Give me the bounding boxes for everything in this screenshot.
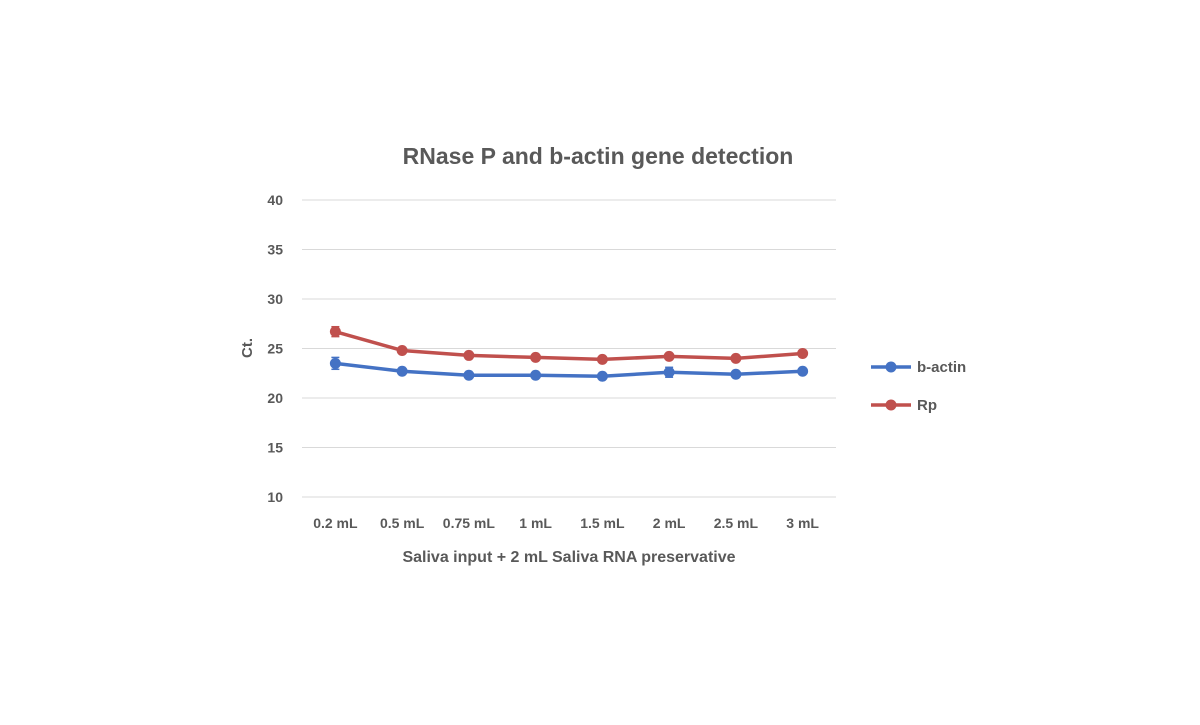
data-point: [663, 350, 675, 362]
data-point: [396, 365, 408, 377]
series-group: [329, 325, 809, 382]
x-tick-label: 1 mL: [519, 515, 552, 531]
legend-swatch-marker: [885, 361, 897, 373]
legend-swatch-marker: [885, 399, 897, 411]
y-tick-label: 35: [267, 242, 283, 258]
data-point: [797, 365, 809, 377]
data-point: [596, 370, 608, 382]
legend-label: b-actin: [917, 359, 966, 376]
legend-item-Rp: Rp: [871, 397, 937, 414]
gridlines: [302, 199, 836, 498]
data-point: [730, 368, 742, 380]
data-point: [530, 351, 542, 363]
x-axis-ticks: 0.2 mL 0.5 mL 0.75 mL 1 mL 1.5 mL 2 mL 2.5 mL 3…: [313, 515, 819, 531]
data-point: [463, 349, 475, 361]
legend: b-actin Rp: [871, 359, 966, 414]
x-tick-label: 0.2 mL: [313, 515, 358, 531]
series-Rp: [329, 325, 809, 365]
y-tick-label: 30: [267, 291, 283, 307]
data-point: [596, 353, 608, 365]
x-tick-label: 2.5 mL: [714, 515, 759, 531]
data-point: [329, 357, 341, 369]
y-tick-label: 20: [267, 390, 283, 406]
series-line: [335, 361, 803, 378]
data-point: [396, 344, 408, 356]
data-point: [329, 326, 341, 338]
x-tick-label: 3 mL: [786, 515, 819, 531]
data-point: [663, 366, 675, 378]
x-tick-label: 2 mL: [653, 515, 686, 531]
chart-title: RNase P and b-actin gene detection: [403, 143, 794, 169]
series-b-actin: [329, 356, 809, 382]
data-point: [530, 369, 542, 381]
legend-label: Rp: [917, 397, 937, 414]
y-axis-ticks: 10 15 20 25 30 35 40: [267, 192, 283, 505]
y-tick-label: 15: [267, 440, 283, 456]
y-axis-label: Ct.: [239, 338, 256, 358]
data-point: [730, 352, 742, 364]
y-tick-label: 10: [267, 489, 283, 505]
x-tick-label: 0.75 mL: [443, 515, 496, 531]
data-point: [463, 369, 475, 381]
legend-item-b-actin: b-actin: [871, 359, 966, 376]
y-tick-label: 25: [267, 341, 283, 357]
x-axis-label: Saliva input + 2 mL Saliva RNA preservat…: [402, 549, 735, 566]
y-tick-label: 40: [267, 192, 283, 208]
x-tick-label: 0.5 mL: [380, 515, 425, 531]
x-tick-label: 1.5 mL: [580, 515, 625, 531]
data-point: [797, 347, 809, 359]
series-line: [334, 329, 803, 362]
